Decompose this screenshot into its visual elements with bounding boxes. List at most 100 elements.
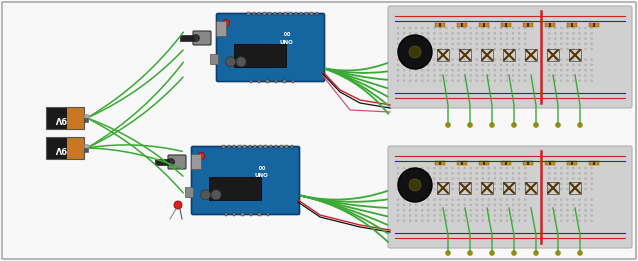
Circle shape — [452, 69, 454, 71]
Circle shape — [494, 27, 496, 29]
Circle shape — [457, 220, 459, 222]
Bar — [508, 23, 509, 27]
Circle shape — [500, 199, 502, 201]
Circle shape — [560, 167, 562, 169]
Circle shape — [500, 183, 502, 185]
Circle shape — [500, 32, 502, 34]
Bar — [552, 161, 553, 165]
Circle shape — [506, 64, 508, 66]
Circle shape — [591, 183, 593, 185]
Circle shape — [427, 204, 429, 206]
Circle shape — [421, 183, 423, 185]
Circle shape — [533, 251, 538, 256]
Bar — [248, 12, 250, 15]
Text: ∞: ∞ — [282, 29, 290, 39]
Circle shape — [445, 64, 447, 66]
Circle shape — [445, 177, 447, 180]
Circle shape — [572, 177, 574, 180]
Circle shape — [482, 177, 484, 180]
Bar — [185, 187, 193, 197]
Bar — [258, 213, 260, 216]
Circle shape — [433, 27, 435, 29]
Circle shape — [464, 177, 466, 180]
Circle shape — [470, 59, 471, 61]
Circle shape — [567, 32, 568, 34]
Circle shape — [433, 32, 435, 34]
Bar — [84, 118, 88, 122]
Circle shape — [464, 183, 466, 185]
Circle shape — [591, 215, 593, 216]
Circle shape — [494, 177, 496, 180]
Circle shape — [403, 64, 405, 66]
FancyBboxPatch shape — [168, 155, 186, 169]
Bar — [290, 12, 292, 15]
Bar — [233, 213, 235, 216]
Circle shape — [482, 38, 484, 40]
Circle shape — [506, 43, 508, 45]
Circle shape — [567, 59, 568, 61]
Circle shape — [572, 199, 574, 201]
Bar — [457, 161, 467, 165]
Circle shape — [572, 69, 574, 71]
Circle shape — [421, 209, 423, 211]
Circle shape — [403, 209, 405, 211]
Circle shape — [488, 64, 490, 66]
Circle shape — [440, 74, 441, 76]
Bar — [311, 12, 313, 15]
Bar — [525, 182, 537, 194]
Circle shape — [415, 69, 417, 71]
Circle shape — [584, 48, 586, 50]
Circle shape — [488, 209, 490, 211]
Circle shape — [488, 204, 490, 206]
Bar — [46, 137, 67, 159]
Circle shape — [198, 152, 205, 159]
Circle shape — [554, 188, 556, 190]
Circle shape — [554, 48, 556, 50]
Circle shape — [482, 43, 484, 45]
Circle shape — [488, 27, 490, 29]
Circle shape — [415, 177, 417, 180]
Circle shape — [476, 69, 478, 71]
Circle shape — [427, 59, 429, 61]
Circle shape — [572, 220, 574, 222]
Circle shape — [548, 69, 550, 71]
Circle shape — [494, 74, 496, 76]
Circle shape — [397, 199, 399, 201]
Circle shape — [567, 177, 568, 180]
Circle shape — [524, 177, 526, 180]
Circle shape — [579, 204, 581, 206]
Bar — [574, 161, 575, 165]
Circle shape — [579, 80, 581, 82]
Circle shape — [488, 172, 490, 174]
Circle shape — [579, 167, 581, 169]
Circle shape — [560, 27, 562, 29]
FancyBboxPatch shape — [216, 21, 226, 36]
Circle shape — [548, 59, 550, 61]
Bar — [569, 161, 570, 165]
FancyBboxPatch shape — [2, 2, 636, 259]
Circle shape — [403, 172, 405, 174]
Circle shape — [488, 80, 490, 82]
Circle shape — [427, 188, 429, 190]
Circle shape — [554, 199, 556, 201]
Circle shape — [518, 199, 520, 201]
Bar — [67, 107, 84, 129]
Circle shape — [445, 172, 447, 174]
Circle shape — [397, 48, 399, 50]
Circle shape — [440, 43, 441, 45]
Circle shape — [524, 204, 526, 206]
Bar — [305, 12, 308, 15]
Circle shape — [518, 177, 520, 180]
Circle shape — [409, 32, 411, 34]
Bar — [225, 213, 227, 216]
Circle shape — [427, 209, 429, 211]
Circle shape — [560, 183, 562, 185]
Circle shape — [548, 74, 550, 76]
Circle shape — [488, 177, 490, 180]
Circle shape — [500, 43, 502, 45]
Circle shape — [440, 172, 441, 174]
Circle shape — [415, 215, 417, 216]
Circle shape — [488, 220, 490, 222]
Circle shape — [452, 209, 454, 211]
Circle shape — [452, 188, 454, 190]
